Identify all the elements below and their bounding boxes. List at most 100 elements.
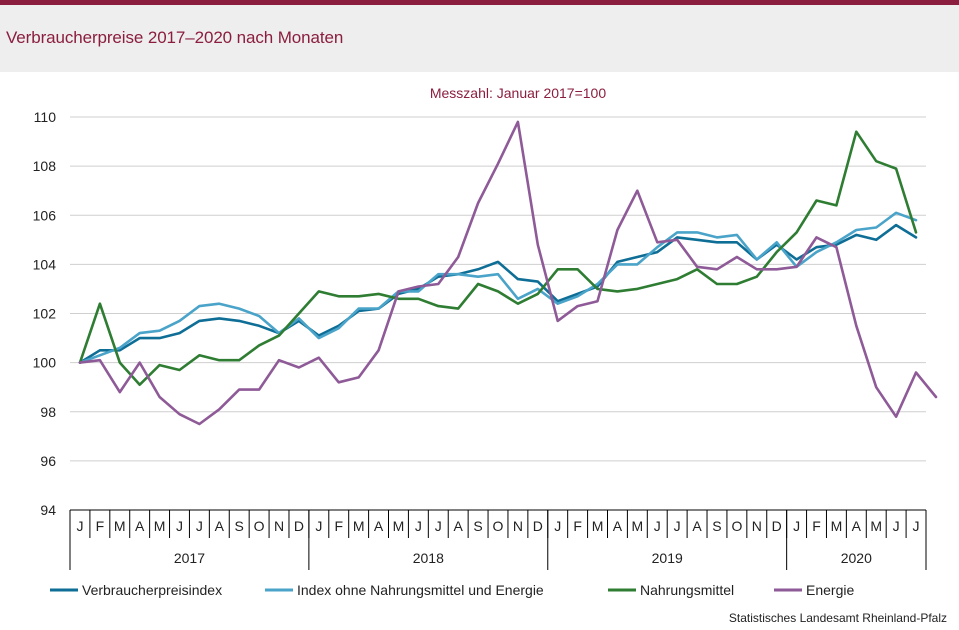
y-tick-label: 100: [33, 355, 57, 371]
page-title: Verbraucherpreise 2017–2020 nach Monaten: [6, 28, 344, 47]
x-month-label: M: [154, 518, 166, 534]
x-month-label: J: [315, 518, 322, 534]
data-point: [596, 288, 599, 290]
x-month-label: A: [852, 518, 862, 534]
data-point: [258, 388, 260, 391]
x-month-label: J: [435, 518, 442, 534]
line-chart: Messzahl: Januar 2017=100 94 96 98 100 102 104…: [0, 72, 959, 630]
data-point: [696, 266, 698, 268]
data-point: [497, 162, 499, 165]
data-point: [298, 366, 300, 369]
x-month-label: J: [793, 518, 800, 534]
data-point: [417, 288, 420, 290]
data-point: [258, 315, 260, 317]
data-point: [99, 349, 101, 352]
data-point: [357, 307, 360, 310]
data-point: [636, 288, 639, 290]
x-month-label: S: [712, 518, 721, 534]
x-month-label: S: [235, 518, 244, 534]
data-point: [278, 359, 280, 361]
data-point: [417, 297, 420, 300]
data-point: [99, 302, 101, 305]
data-point: [576, 268, 579, 271]
data-point: [497, 273, 499, 275]
data-point: [815, 246, 818, 248]
data-point: [556, 268, 559, 271]
legend-label: Verbraucherpreisindex: [82, 582, 222, 598]
x-month-label: A: [613, 518, 623, 534]
data-point: [855, 234, 858, 236]
data-point: [636, 256, 639, 258]
data-point: [736, 256, 738, 258]
data-point: [895, 167, 897, 170]
data-point: [258, 324, 260, 327]
data-point: [497, 290, 499, 293]
data-point: [835, 243, 838, 246]
data-point: [457, 256, 459, 258]
x-month-label: A: [135, 518, 145, 534]
data-point: [576, 293, 579, 295]
x-month-label: F: [96, 518, 105, 534]
data-point: [337, 381, 340, 384]
data-point: [696, 231, 698, 234]
y-tick-label: 104: [33, 256, 57, 272]
x-month-label: O: [493, 518, 504, 534]
data-point: [118, 391, 121, 393]
data-point: [178, 332, 181, 334]
data-point: [656, 283, 659, 285]
data-point: [118, 361, 121, 364]
x-month-label: M: [592, 518, 604, 534]
data-point: [238, 388, 241, 391]
data-point: [716, 268, 718, 271]
data-point: [915, 219, 917, 221]
x-month-label: O: [254, 518, 265, 534]
data-point: [795, 266, 798, 268]
data-point: [616, 261, 619, 263]
x-month-label: A: [692, 518, 702, 534]
data-point: [875, 226, 878, 229]
data-point: [636, 263, 639, 266]
data-point: [178, 369, 181, 371]
data-point: [437, 305, 440, 307]
data-point: [298, 312, 300, 315]
x-month-label: O: [731, 518, 742, 534]
data-point: [835, 204, 838, 207]
data-point: [158, 396, 161, 398]
x-month-label: J: [554, 518, 561, 534]
data-point: [895, 211, 897, 214]
data-point: [477, 275, 479, 278]
data-point: [915, 236, 917, 239]
data-point: [537, 243, 539, 246]
data-point: [198, 354, 201, 357]
data-point: [696, 268, 698, 271]
data-point: [357, 376, 360, 379]
data-point: [198, 305, 201, 307]
data-point: [218, 408, 221, 411]
data-point: [835, 246, 838, 248]
header: Verbraucherpreise 2017–2020 nach Monaten: [0, 5, 959, 71]
data-point: [517, 302, 519, 305]
data-point: [138, 337, 141, 339]
data-point: [775, 268, 778, 271]
data-point: [576, 305, 579, 307]
x-month-label: M: [870, 518, 882, 534]
data-point: [178, 413, 181, 416]
data-point: [318, 356, 320, 359]
data-point: [875, 239, 878, 241]
data-point: [258, 344, 260, 347]
x-month-label: F: [573, 518, 582, 534]
data-point: [875, 160, 878, 163]
x-month-label: M: [831, 518, 843, 534]
x-month-label: J: [196, 518, 203, 534]
data-point: [696, 239, 698, 241]
data-point: [198, 423, 201, 425]
data-point: [915, 231, 917, 234]
data-point: [497, 261, 499, 263]
data-point: [895, 415, 897, 418]
data-point: [895, 224, 897, 226]
x-month-label: D: [772, 518, 782, 534]
x-month-label: M: [632, 518, 644, 534]
legend-label: Energie: [806, 582, 854, 598]
data-point: [238, 320, 241, 322]
data-point: [736, 241, 738, 244]
